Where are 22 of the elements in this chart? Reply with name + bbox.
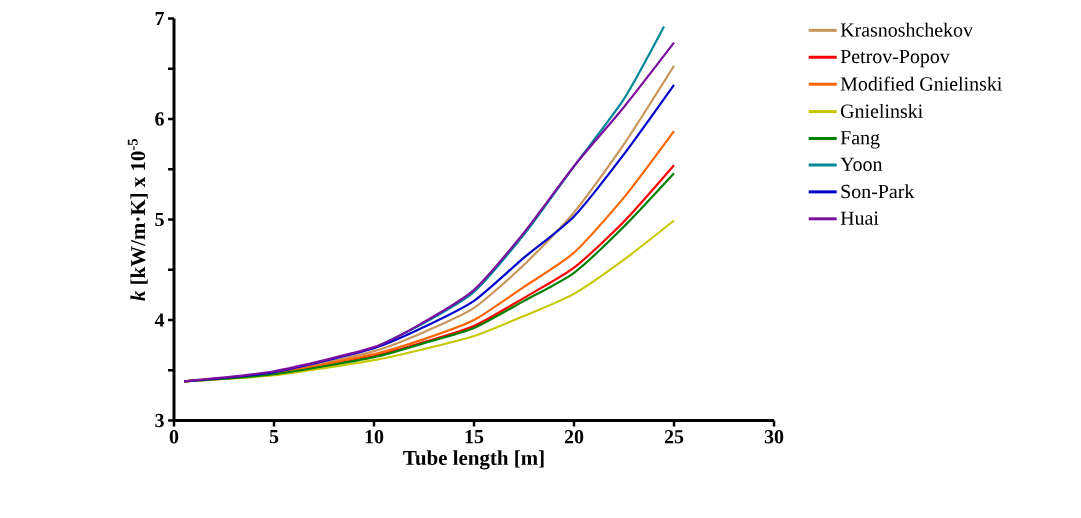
x-tick-label: 15 xyxy=(465,430,484,444)
legend-label: Modified Gnielinski xyxy=(840,76,1002,91)
x-tick-label: 5 xyxy=(269,430,279,444)
x-tick-label: 25 xyxy=(664,430,684,444)
legend-label: Fang xyxy=(840,131,880,149)
x-tick-label: 20 xyxy=(564,430,584,444)
x-axis-title: Tube length [m] xyxy=(403,450,544,470)
legend-label: Yoon xyxy=(840,157,883,171)
legend-label: Huai xyxy=(840,211,879,225)
y-tick-label: 4 xyxy=(154,313,165,327)
y-tick-label: 6 xyxy=(155,112,164,126)
x-tick-label: 10 xyxy=(365,430,384,444)
legend-label: Krasnoshchekov xyxy=(840,22,973,37)
y-tick-label: 3 xyxy=(155,413,164,428)
x-tick-label: 0 xyxy=(169,430,179,444)
legend-label: Son-Park xyxy=(841,184,915,199)
y-tick-label: 7 xyxy=(155,11,165,26)
y-axis-title: k [kW/m·K] x 10$^{-5}$ xyxy=(127,138,148,301)
y-tick-label: 5 xyxy=(155,212,164,227)
legend-label: Gnielinski xyxy=(840,103,923,118)
legend-label: Petrov-Popov xyxy=(840,49,950,68)
x-tick-label: 30 xyxy=(764,430,784,444)
